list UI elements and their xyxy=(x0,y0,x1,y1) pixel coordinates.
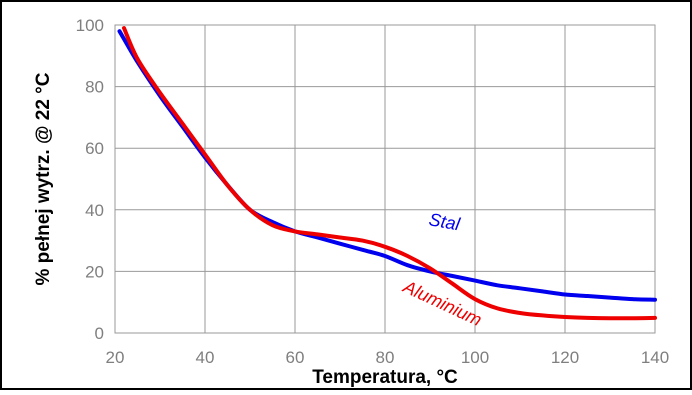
x-axis-title: Temperatura, °C xyxy=(312,367,458,388)
series-line-aluminium xyxy=(122,26,657,321)
y-tick-label-40: 40 xyxy=(85,201,104,220)
x-tick-label-40: 40 xyxy=(196,348,215,367)
y-tick-label-60: 60 xyxy=(85,139,104,158)
y-tick-label-100: 100 xyxy=(76,16,104,35)
y-axis-title: % pełnej wytrz. @ 22 °C xyxy=(33,72,54,285)
x-tick-label-120: 120 xyxy=(551,348,579,367)
x-tick-label-140: 140 xyxy=(641,348,669,367)
x-tick-label-60: 60 xyxy=(286,348,305,367)
x-tick-label-20: 20 xyxy=(106,348,125,367)
y-tick-label-0: 0 xyxy=(95,324,104,343)
series-lines xyxy=(117,26,657,321)
x-tick-label-80: 80 xyxy=(376,348,395,367)
y-tick-label-80: 80 xyxy=(85,78,104,97)
x-tick-label-100: 100 xyxy=(461,348,489,367)
y-tick-label-20: 20 xyxy=(85,262,104,281)
plot-area-frame xyxy=(114,24,656,334)
